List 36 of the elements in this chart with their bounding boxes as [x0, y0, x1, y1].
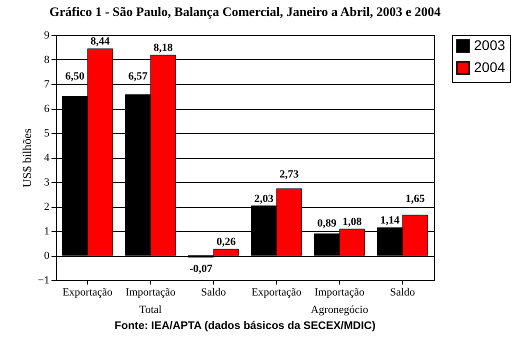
y-tick-label: 5 [44, 128, 50, 140]
data-label: 1,14 [380, 214, 400, 227]
y-tick-label: 8 [44, 54, 50, 66]
data-label: 0,89 [317, 218, 338, 230]
y-tick-label: 7 [44, 78, 50, 90]
y-tick-label: 1 [44, 226, 50, 238]
y-tick-label: 3 [44, 176, 50, 188]
data-label: 2,73 [279, 168, 300, 181]
data-label: 2,03 [254, 192, 274, 205]
text: Agronegócio [310, 304, 369, 316]
y-tick-label: 0 [44, 250, 50, 262]
x-tick-label: Exportação [251, 286, 302, 298]
y-tick-label: 2 [44, 201, 50, 213]
y-tick-label: 9 [44, 30, 50, 42]
y-axis-title: US$ bilhões [20, 128, 34, 188]
y-tick-label: −1 [38, 274, 50, 286]
data-label: 0,26 [216, 236, 236, 248]
chart-title: Gráfico 1 - São Paulo, Balança Comercial, Janeiro a Abril, 2003 e 2004 [49, 4, 442, 19]
data-label: 1,65 [405, 193, 426, 206]
data-label: 8,18 [153, 42, 174, 54]
data-label: 6,50 [65, 70, 86, 82]
x-tick-label: Exportação [62, 286, 114, 298]
x-tick-label: Importação [125, 286, 176, 298]
y-tick-label: 6 [44, 103, 50, 115]
data-label: 6,57 [128, 70, 148, 83]
source-note: Fonte: IEA/APTA (dados básicos da SECEX/MDIC) [114, 320, 376, 332]
x-tick-label: Saldo [200, 286, 227, 298]
legend-label: 2003 [474, 37, 506, 53]
x-tick-label: Saldo [390, 286, 416, 298]
data-label: -0,07 [189, 263, 213, 276]
legend-label: 2004 [474, 59, 506, 75]
text: Total [139, 304, 162, 316]
y-tick-label: 4 [44, 152, 50, 164]
data-label: 8,44 [90, 36, 110, 48]
data-label: 1,08 [342, 216, 362, 228]
x-tick-label: Importação [314, 286, 366, 298]
